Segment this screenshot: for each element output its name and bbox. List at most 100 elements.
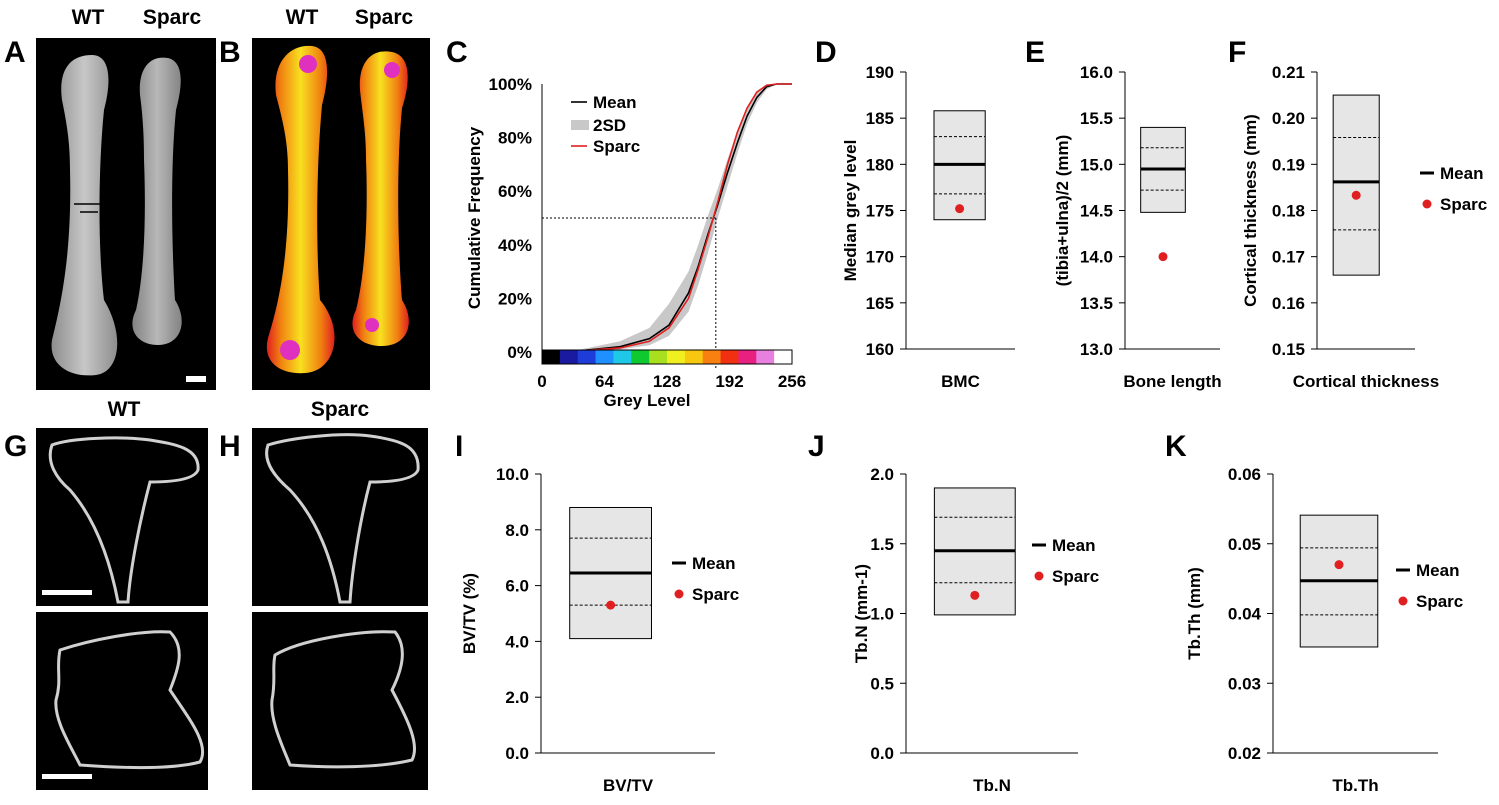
panel-g-microct-top bbox=[36, 428, 208, 606]
chart-c-colorbar-segment bbox=[542, 350, 561, 364]
chart-f-y-tick: 0.15 bbox=[1272, 340, 1305, 359]
chart-c-x-label: Grey Level bbox=[604, 391, 691, 410]
panel-g-title: WT bbox=[108, 398, 141, 421]
chart-k-legend-sparc-swatch bbox=[1398, 596, 1408, 606]
panel-label-b: B bbox=[219, 36, 241, 69]
chart-c-series-sparc bbox=[541, 83, 792, 353]
panel-label-i: I bbox=[455, 430, 463, 463]
chart-d-y-tick: 165 bbox=[866, 294, 894, 313]
chart-f-y-tick: 0.21 bbox=[1272, 63, 1305, 82]
charts-layer: 0% 20% 40% 60% 80% 100% 0 64 128 192 256 Grey Level… bbox=[460, 63, 1487, 795]
chart-c-y-tick: 20% bbox=[498, 289, 532, 308]
chart-c-colorbar-segment bbox=[631, 350, 650, 364]
panel-h-title: Sparc bbox=[311, 398, 370, 421]
chart-c-colorbar-segment bbox=[702, 350, 722, 364]
chart-f-x-label: Cortical thickness bbox=[1293, 372, 1439, 391]
panel-h-microct-bottom bbox=[252, 612, 428, 790]
panel-label-h: H bbox=[219, 430, 241, 463]
chart-k-y-tick: 0.06 bbox=[1228, 465, 1261, 484]
chart-c-y-tick: 40% bbox=[498, 236, 532, 255]
chart-c-colorbar-segment bbox=[613, 350, 632, 364]
chart-i-legend-mean: Mean bbox=[692, 554, 735, 573]
panel-a-title-wt: WT bbox=[72, 6, 105, 29]
chart-d-x-label: BMC bbox=[941, 372, 980, 391]
panel-label-d: D bbox=[815, 36, 837, 69]
chart-d-y-tick: 175 bbox=[866, 202, 894, 221]
panel-g-microct-bottom bbox=[36, 612, 208, 790]
chart-c-y-tick: 0% bbox=[507, 343, 532, 362]
panel-label-g: G bbox=[4, 430, 27, 463]
chart-c-legend-mean: Mean bbox=[593, 93, 636, 112]
panel-label-a: A bbox=[4, 36, 26, 69]
chart-c-x-tick: 0 bbox=[537, 372, 546, 391]
chart-d-y-label: Median grey level bbox=[841, 140, 860, 282]
chart-j-y-tick: 2.0 bbox=[870, 465, 894, 484]
chart-c-y-tick: 100% bbox=[489, 75, 532, 94]
chart-e-y-label: (tibia+ulna)/2 (mm) bbox=[1053, 135, 1072, 287]
chart-i-y-tick: 4.0 bbox=[505, 632, 529, 651]
chart-j-y-tick: 0.5 bbox=[870, 674, 894, 693]
chart-d-sparc-point bbox=[955, 204, 965, 214]
panel-label-f: F bbox=[1228, 36, 1246, 69]
chart-f-y-tick: 0.17 bbox=[1272, 248, 1305, 267]
chart-i-y-tick: 0.0 bbox=[505, 744, 529, 763]
chart-i-legend-sparc-swatch bbox=[674, 589, 684, 599]
chart-c-colorbar-segment bbox=[684, 350, 704, 364]
chart-c-y-tick: 60% bbox=[498, 182, 532, 201]
chart-f-y-tick: 0.20 bbox=[1272, 109, 1305, 128]
chart-f-legend-sparc-swatch bbox=[1422, 199, 1432, 209]
chart-k-sparc-point bbox=[1334, 560, 1344, 570]
chart-e-y-tick: 13.0 bbox=[1080, 340, 1113, 359]
chart-j-y-tick: 0.0 bbox=[870, 744, 894, 763]
chart-j-legend-sparc-swatch bbox=[1034, 571, 1044, 581]
chart-e-y-tick: 15.0 bbox=[1080, 155, 1113, 174]
chart-c-colorbar-segment bbox=[595, 350, 614, 364]
chart-f-sparc-point bbox=[1351, 190, 1361, 200]
chart-d-y-tick: 180 bbox=[866, 155, 894, 174]
chart-j-y-label: Tb.N (mm-1) bbox=[852, 564, 871, 663]
chart-k-y-tick: 0.02 bbox=[1228, 744, 1261, 763]
chart-e-y-tick: 16.0 bbox=[1080, 63, 1113, 82]
panel-a-xray-image bbox=[36, 38, 216, 390]
chart-k-y-tick: 0.03 bbox=[1228, 674, 1261, 693]
chart-c-colorbar-segment bbox=[720, 350, 739, 364]
chart-e-y-tick: 15.5 bbox=[1080, 109, 1113, 128]
chart-c-y-tick: 80% bbox=[498, 129, 532, 148]
chart-c-colorbar-segment bbox=[559, 350, 579, 364]
chart-c-legend-2sd-swatch bbox=[571, 120, 589, 130]
chart-i-y-tick: 6.0 bbox=[505, 577, 529, 596]
chart-d-y-tick: 190 bbox=[866, 63, 894, 82]
chart-c-colorbar-frame bbox=[541, 349, 793, 365]
chart-c-x-tick: 192 bbox=[715, 372, 743, 391]
panel-b-title-wt: WT bbox=[286, 6, 319, 29]
chart-j-x-label: Tb.N bbox=[973, 776, 1011, 795]
chart-i-legend-sparc: Sparc bbox=[692, 585, 739, 604]
panel-b-heatmap-image bbox=[252, 38, 430, 390]
chart-c-colorbar-segment bbox=[738, 350, 757, 364]
chart-i-sparc-point bbox=[606, 600, 616, 610]
chart-e-sparc-point bbox=[1158, 252, 1168, 262]
panel-a-title-sparc: Sparc bbox=[143, 6, 202, 29]
chart-e-y-tick: 14.5 bbox=[1080, 202, 1113, 221]
chart-j-y-tick: 1.0 bbox=[870, 605, 894, 624]
panel-label-k: K bbox=[1165, 430, 1187, 463]
chart-f-legend-mean: Mean bbox=[1440, 164, 1483, 183]
chart-f-y-tick: 0.18 bbox=[1272, 202, 1305, 221]
chart-c-legend-2sd: 2SD bbox=[593, 116, 626, 135]
chart-f-range-box bbox=[1332, 94, 1380, 276]
chart-j-y-tick: 1.5 bbox=[870, 535, 894, 554]
chart-i-y-tick: 10.0 bbox=[496, 465, 529, 484]
chart-d-y-tick: 185 bbox=[866, 109, 894, 128]
chart-c-legend-sparc: Sparc bbox=[593, 137, 640, 156]
chart-c-x-tick: 64 bbox=[595, 372, 614, 391]
chart-j-legend-mean: Mean bbox=[1052, 536, 1095, 555]
chart-c-colorbar-segment bbox=[774, 350, 793, 364]
panel-b-title-sparc: Sparc bbox=[355, 6, 414, 29]
panel-label-e: E bbox=[1025, 36, 1045, 69]
chart-c-x-tick: 256 bbox=[778, 372, 806, 391]
panel-h-microct-top bbox=[252, 428, 428, 606]
chart-e-y-tick: 13.5 bbox=[1080, 294, 1113, 313]
chart-c-colorbar-segment bbox=[667, 350, 686, 364]
chart-k-y-label: Tb.Th (mm) bbox=[1185, 567, 1204, 660]
